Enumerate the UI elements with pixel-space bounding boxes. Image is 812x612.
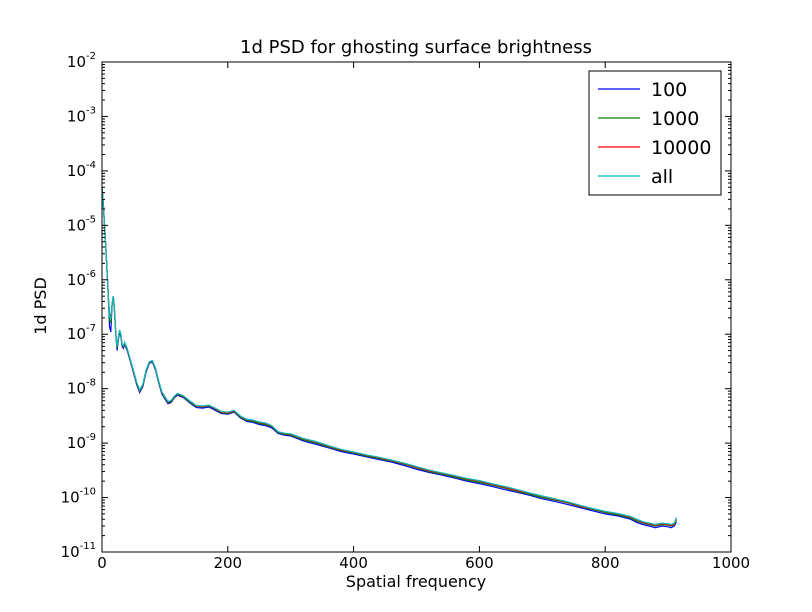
y-tick-label: 10-11	[61, 541, 96, 561]
legend-label-1000: 1000	[651, 108, 699, 130]
x-tick-label: 1000	[712, 554, 750, 572]
y-tick-label: 10-10	[61, 487, 96, 507]
y-tick-label: 10-9	[67, 432, 96, 452]
y-axis-label: 1d PSD	[31, 277, 50, 335]
series-layer	[101, 187, 677, 529]
y-tick-label: 10-5	[67, 214, 96, 234]
legend-box	[588, 70, 722, 196]
x-tick-label: 800	[591, 554, 620, 572]
y-axis-ticks: 10-11 10-10 10-9 10-8 10-7 10-6 10-5 10-4 10-3 10…	[61, 51, 731, 561]
y-tick-label: 10-8	[67, 378, 96, 398]
x-tick-label: 200	[213, 554, 242, 572]
y-tick-label: 10-2	[67, 51, 96, 71]
plot-area: 0 200 400 600 800 1000 10-11 10-10 10-9 10-8 10-7…	[61, 51, 751, 572]
legend-label-all: all	[651, 166, 673, 188]
chart-title: 1d PSD for ghosting surface brightness	[240, 37, 592, 58]
x-tick-label: 0	[97, 554, 107, 572]
x-axis-label: Spatial frequency	[346, 572, 486, 591]
y-tick-label: 10-4	[67, 160, 96, 180]
x-axis-ticks: 0 200 400 600 800 1000	[97, 62, 750, 572]
y-tick-label: 10-7	[67, 323, 96, 343]
legend-label-100: 100	[651, 79, 687, 101]
y-tick-label: 10-3	[67, 105, 96, 125]
legend-label-10000: 10000	[651, 137, 711, 159]
series-line-all	[101, 187, 677, 526]
x-tick-label: 600	[465, 554, 494, 572]
plot-frame	[101, 61, 732, 553]
legend: 100 1000 10000 all	[588, 70, 722, 196]
y-tick-label: 10-6	[67, 269, 96, 289]
x-tick-label: 400	[339, 554, 368, 572]
